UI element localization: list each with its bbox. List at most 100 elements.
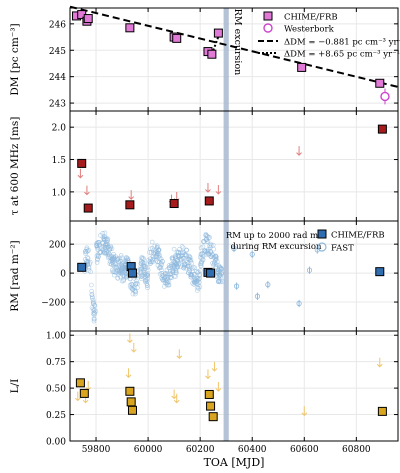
rm-fast-point xyxy=(189,260,195,266)
x-axis-label: TOA [MJD] xyxy=(204,456,265,469)
rm-fast-point xyxy=(144,278,150,284)
dm-ytick-label-2: 245 xyxy=(49,47,66,57)
dm-westerbork-point xyxy=(380,91,390,102)
rm-fast-point xyxy=(185,264,191,269)
lin-point xyxy=(127,405,137,415)
rm-ylabel: RM [rad m⁻²] xyxy=(9,240,21,311)
lin-ylabel: L/I xyxy=(9,379,21,394)
dm-ytick-label-3: 246 xyxy=(49,20,66,30)
tau-ytick-label-2: 2.0 xyxy=(52,124,67,134)
rm-fast-point xyxy=(183,252,188,258)
dm-fit-line xyxy=(69,5,399,88)
rm-fast-point xyxy=(217,264,222,270)
rm-fast-point xyxy=(151,256,157,262)
rm-fast-point xyxy=(127,282,133,288)
tau-upper-limit-arrow xyxy=(128,190,135,200)
rm-fast-point xyxy=(208,253,214,259)
rm-fast-point xyxy=(201,239,206,244)
rm-fast-point xyxy=(173,268,179,274)
rm-fast-point xyxy=(145,283,150,288)
rm-fast-point xyxy=(91,318,97,324)
rm-fast-point xyxy=(169,264,174,269)
rm-chime-point xyxy=(77,262,87,272)
lin-upper-limit-arrow xyxy=(74,391,81,402)
lin-upper-limit-arrow xyxy=(127,333,133,344)
rm-fast-point xyxy=(144,281,150,286)
lin-frame xyxy=(69,330,399,442)
lin-ytick-label-4: 1.00 xyxy=(46,332,66,342)
rm-fast-point xyxy=(149,239,155,245)
lin-excursion-band xyxy=(223,331,229,441)
rm-fast-point xyxy=(83,251,88,256)
rm-fast-point xyxy=(205,249,210,254)
lin-point xyxy=(125,386,135,396)
dm-ylabel: DM [pc cm⁻³] xyxy=(9,23,21,95)
rm-fast-point xyxy=(188,271,194,277)
rm-fast-point xyxy=(156,247,162,253)
lin-point xyxy=(208,412,218,422)
rm-fast-point xyxy=(97,242,103,248)
tau-upper-limit-arrow xyxy=(77,168,84,179)
dm-legend-marker-westerbork xyxy=(263,23,273,33)
rm-fast-point xyxy=(145,285,150,291)
lin-point xyxy=(75,378,85,388)
xtick-label-3: 60400 xyxy=(238,445,267,455)
rm-fast-point xyxy=(160,258,165,264)
tau-point xyxy=(83,203,93,213)
rm-fast-point xyxy=(109,261,114,267)
rm-fast-point xyxy=(142,272,147,278)
rm-legend-label-0: CHIME/FRB xyxy=(331,231,385,241)
rm-fast-point xyxy=(205,248,211,254)
rm-fast-point xyxy=(195,278,200,284)
rm-fast-point xyxy=(148,256,153,262)
tau-point xyxy=(377,124,387,134)
rm-fast-point xyxy=(90,300,96,306)
rm-fast-point xyxy=(86,264,92,270)
dm-legend-marker-chime xyxy=(263,11,273,21)
rm-fast-point xyxy=(84,245,90,251)
rm-fast-point xyxy=(110,256,115,261)
rm-fast-point xyxy=(215,270,220,275)
rm-fast-point xyxy=(94,241,100,246)
tau-point xyxy=(77,158,87,168)
rm-fast-point xyxy=(119,268,125,274)
tau-excursion-band xyxy=(223,111,229,221)
rm-fast-point xyxy=(195,285,200,290)
rm-chime-point xyxy=(127,268,137,278)
rm-fast-point xyxy=(107,261,113,267)
dm-excursion-band xyxy=(223,8,229,111)
rm-fast-point xyxy=(198,245,204,251)
xtick-label-4: 60600 xyxy=(290,445,319,455)
rm-fast-point xyxy=(265,282,271,288)
tau-ytick-label-0: 1.0 xyxy=(52,188,67,198)
rm-fast-point xyxy=(119,255,125,261)
tau-point xyxy=(125,200,135,210)
rm-fast-point xyxy=(181,265,186,271)
rm-fast-point xyxy=(218,274,224,280)
rm-annotation-line-1: during RM excursion xyxy=(231,242,322,252)
rm-fast-point xyxy=(249,251,255,257)
rm-fast-point xyxy=(98,233,103,238)
rm-fast-point xyxy=(89,294,95,300)
rm-fast-point xyxy=(142,261,147,266)
rm-fast-point xyxy=(213,264,219,269)
rm-fast-point xyxy=(174,261,180,266)
rm-fast-point xyxy=(124,255,129,260)
tau-ytick-label-1: 1.5 xyxy=(52,156,67,166)
rm-fast-point xyxy=(200,257,206,262)
xtick-label-0: 59800 xyxy=(82,445,111,455)
rm-fast-point xyxy=(138,266,143,272)
rm-fast-point xyxy=(89,292,95,297)
rm-fast-point xyxy=(203,237,209,242)
rm-fast-point xyxy=(184,247,190,253)
rm-fast-point xyxy=(174,263,180,269)
rm-fast-point xyxy=(147,261,153,267)
rm-fast-point xyxy=(147,259,153,264)
rm-fast-point xyxy=(148,246,153,252)
rm-fast-point xyxy=(194,279,200,284)
rm-fast-point xyxy=(190,264,196,270)
lin-ytick-label-2: 0.50 xyxy=(46,385,66,395)
rm-chime-point xyxy=(375,267,385,277)
rm-ytick-label-2: 200 xyxy=(49,241,66,251)
